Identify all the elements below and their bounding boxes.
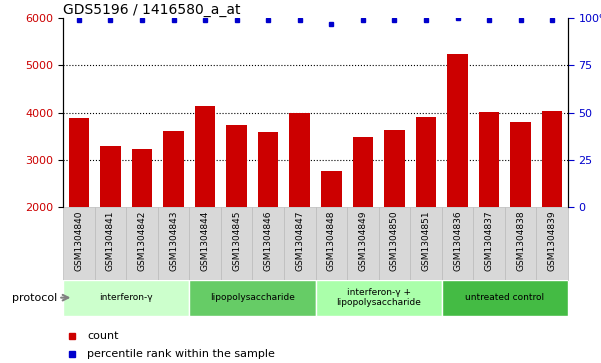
- Text: percentile rank within the sample: percentile rank within the sample: [87, 349, 275, 359]
- Text: GSM1304850: GSM1304850: [390, 211, 399, 271]
- Bar: [63, 280, 189, 316]
- FancyBboxPatch shape: [95, 207, 126, 280]
- Text: GSM1304851: GSM1304851: [421, 211, 430, 271]
- Text: GSM1304837: GSM1304837: [484, 211, 493, 271]
- Bar: [447, 54, 468, 301]
- Text: GSM1304843: GSM1304843: [169, 211, 178, 271]
- FancyBboxPatch shape: [505, 207, 536, 280]
- FancyBboxPatch shape: [221, 207, 252, 280]
- Text: lipopolysaccharide: lipopolysaccharide: [210, 293, 295, 302]
- Text: count: count: [87, 331, 118, 341]
- FancyBboxPatch shape: [63, 207, 95, 280]
- Bar: [384, 130, 404, 301]
- Text: GSM1304839: GSM1304839: [548, 211, 557, 271]
- Text: protocol: protocol: [12, 293, 57, 303]
- Text: GSM1304846: GSM1304846: [264, 211, 273, 271]
- Bar: [227, 125, 247, 301]
- Text: GDS5196 / 1416580_a_at: GDS5196 / 1416580_a_at: [63, 3, 240, 17]
- Bar: [510, 122, 531, 301]
- FancyBboxPatch shape: [379, 207, 410, 280]
- Bar: [321, 171, 341, 301]
- Text: GSM1304838: GSM1304838: [516, 211, 525, 271]
- FancyBboxPatch shape: [316, 207, 347, 280]
- Text: GSM1304840: GSM1304840: [75, 211, 84, 271]
- FancyBboxPatch shape: [536, 207, 568, 280]
- Bar: [353, 137, 373, 301]
- Text: interferon-γ +
lipopolysaccharide: interferon-γ + lipopolysaccharide: [336, 288, 421, 307]
- FancyBboxPatch shape: [347, 207, 379, 280]
- Bar: [542, 111, 563, 301]
- Bar: [416, 117, 436, 301]
- Bar: [316, 280, 442, 316]
- Text: GSM1304844: GSM1304844: [201, 211, 210, 271]
- Bar: [69, 118, 89, 301]
- FancyBboxPatch shape: [442, 207, 473, 280]
- Text: GSM1304849: GSM1304849: [358, 211, 367, 271]
- FancyBboxPatch shape: [410, 207, 442, 280]
- Text: GSM1304848: GSM1304848: [327, 211, 336, 271]
- Bar: [195, 106, 215, 301]
- FancyBboxPatch shape: [284, 207, 316, 280]
- FancyBboxPatch shape: [126, 207, 157, 280]
- Text: untreated control: untreated control: [465, 293, 545, 302]
- FancyBboxPatch shape: [189, 207, 221, 280]
- Bar: [442, 280, 568, 316]
- Text: GSM1304836: GSM1304836: [453, 211, 462, 271]
- Bar: [290, 113, 310, 301]
- Bar: [163, 131, 184, 301]
- FancyBboxPatch shape: [252, 207, 284, 280]
- Text: GSM1304845: GSM1304845: [232, 211, 241, 271]
- Text: GSM1304841: GSM1304841: [106, 211, 115, 271]
- FancyBboxPatch shape: [157, 207, 189, 280]
- Text: GSM1304842: GSM1304842: [138, 211, 147, 271]
- Text: GSM1304847: GSM1304847: [295, 211, 304, 271]
- Bar: [258, 132, 278, 301]
- Bar: [479, 111, 499, 301]
- Bar: [132, 149, 152, 301]
- Text: interferon-γ: interferon-γ: [99, 293, 153, 302]
- Bar: [100, 146, 121, 301]
- Bar: [189, 280, 316, 316]
- FancyBboxPatch shape: [473, 207, 505, 280]
